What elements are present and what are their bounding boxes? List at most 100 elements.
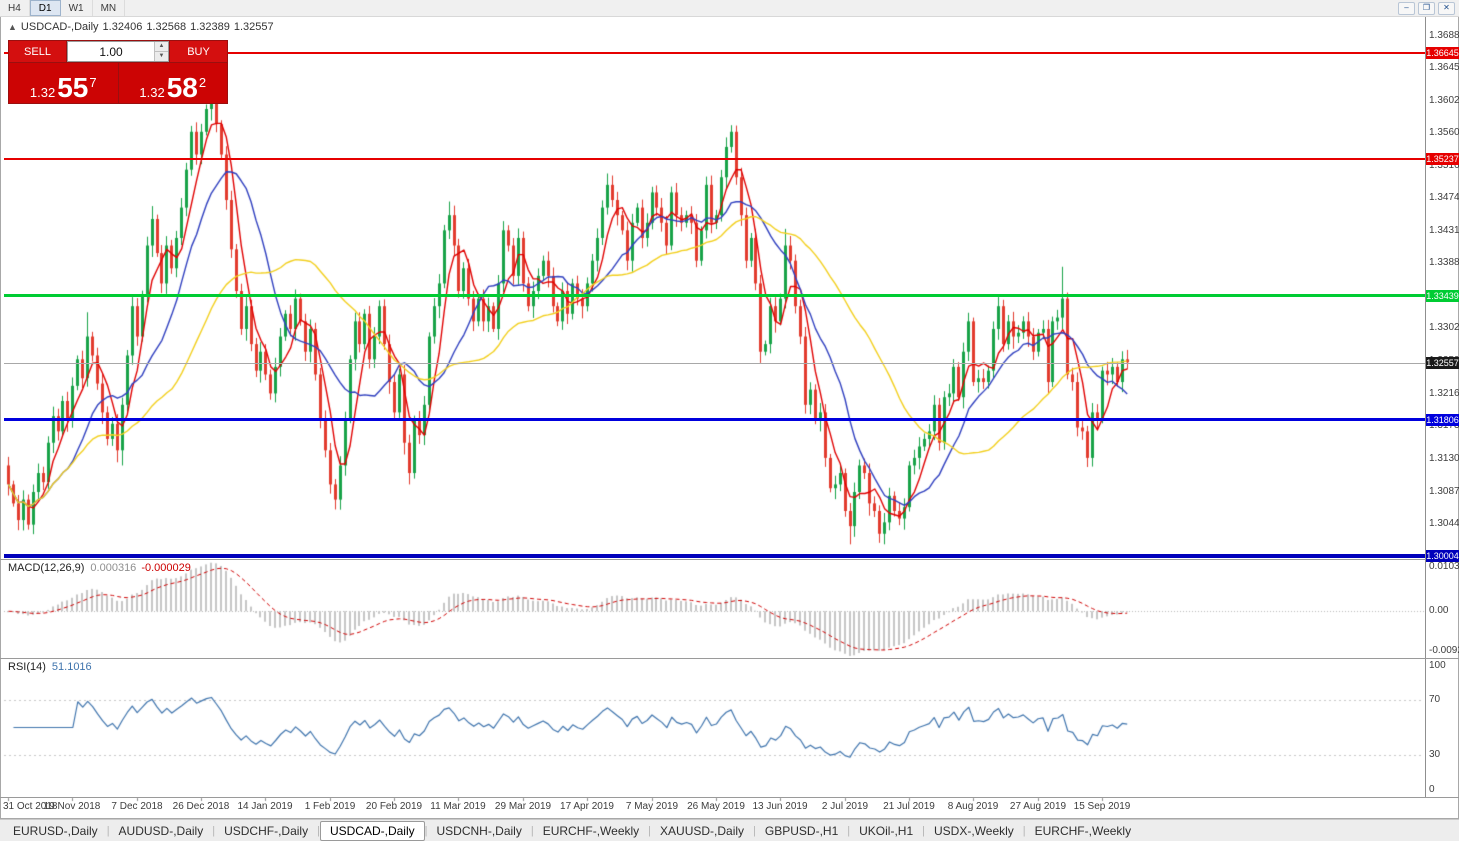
blue-baseline-line-price-tag: 1.30004 <box>1426 550 1459 562</box>
date-label: 26 Dec 2018 <box>172 801 230 812</box>
macd-signal-value: -0.000029 <box>141 562 191 574</box>
green-level-line-price-tag: 1.33439 <box>1426 290 1459 302</box>
resistance-line-upper-price-tag: 1.36645 <box>1426 47 1459 59</box>
price-axis-tick: 1.36880 <box>1429 30 1459 41</box>
current-price-tag: 1.32557 <box>1426 357 1459 369</box>
tab-separator: | <box>317 824 320 837</box>
periodicity-toolbar: H4 D1 W1 MN – ❐ ✕ <box>0 0 1459 17</box>
blue-baseline-line[interactable] <box>4 554 1425 558</box>
price-axis-tick: 1.30440 <box>1429 518 1459 529</box>
timeframe-button-h4[interactable]: H4 <box>0 0 30 16</box>
volume-increase-button[interactable]: ▲ <box>155 42 168 51</box>
close-window-button[interactable]: ✕ <box>1438 1 1455 15</box>
volume-decrease-button[interactable]: ▼ <box>155 51 168 61</box>
price-axis-tick: 1.35160 <box>1429 160 1459 171</box>
price-axis-tick: 1.34310 <box>1429 225 1459 236</box>
date-label: 27 Aug 2019 <box>1009 801 1067 812</box>
window-controls: – ❐ ✕ <box>1398 1 1459 15</box>
chart-tab-audusd-daily[interactable]: AUDUSD-,Daily <box>118 823 204 838</box>
price-axis-tick: 1.33880 <box>1429 257 1459 268</box>
date-label: 20 Feb 2019 <box>365 801 423 812</box>
volume-input[interactable]: 1.00 <box>99 44 123 59</box>
green-level-line[interactable] <box>4 294 1425 297</box>
date-label: 11 Mar 2019 <box>430 801 486 812</box>
restore-window-button[interactable]: ❐ <box>1418 1 1435 15</box>
date-label: 19 Nov 2018 <box>43 801 101 812</box>
pane-splitter-rsi[interactable] <box>0 658 1459 659</box>
ohlc-high: 1.32568 <box>146 21 187 33</box>
rsi-axis-label: 100 <box>1429 660 1446 671</box>
chart-tab-gbpusd-h1[interactable]: GBPUSD-,H1 <box>764 823 839 838</box>
date-label: 21 Jul 2019 <box>883 801 935 812</box>
tab-separator: | <box>847 824 851 837</box>
date-label: 7 May 2019 <box>625 801 679 812</box>
date-axis-separator <box>0 797 1459 798</box>
price-axis-tick: 1.36450 <box>1429 62 1459 73</box>
chart-tab-eurusd-daily[interactable]: EURUSD-,Daily <box>13 823 98 838</box>
chart-tab-ukoil-h1[interactable]: UKOil-,H1 <box>859 823 914 838</box>
chart-tab-xauusd-daily[interactable]: XAUUSD-,Daily <box>660 823 745 838</box>
price-axis-tick: 1.32160 <box>1429 388 1459 399</box>
date-label: 26 May 2019 <box>687 801 745 812</box>
chart-tab-usdchf-daily[interactable]: USDCHF-,Daily <box>224 823 309 838</box>
price-axis-separator <box>1425 16 1426 797</box>
ask-price-big-digits: 58 <box>166 72 198 103</box>
chart-tab-usdcad-daily[interactable]: USDCAD-,Daily <box>319 820 425 841</box>
pane-splitter-macd[interactable] <box>0 559 1459 560</box>
ask-price-sup-digit: 2 <box>198 75 207 90</box>
macd-axis-label: -0.00920 <box>1429 645 1459 656</box>
bid-price-button[interactable]: 1.32 55 7 <box>9 63 118 103</box>
timeframe-button-mn[interactable]: MN <box>93 0 126 16</box>
ohlc-low: 1.32389 <box>190 21 230 33</box>
date-label: 1 Feb 2019 <box>304 801 356 812</box>
chart-tab-bar: EURUSD-,Daily | AUDUSD-,Daily | USDCHF-,Dail… <box>0 819 1459 841</box>
rsi-axis-label: 0 <box>1429 784 1435 795</box>
rsi-axis-label: 70 <box>1429 694 1441 705</box>
bid-price-prefix: 1.32 <box>29 85 56 100</box>
tab-separator: | <box>1022 824 1026 837</box>
macd-axis-label: 0.00 <box>1429 605 1449 616</box>
current-price-line <box>4 363 1425 364</box>
price-axis-tick: 1.36020 <box>1429 95 1459 106</box>
chart-tab-eurchf-weekly[interactable]: EURCHF-,Weekly <box>542 823 640 838</box>
date-label: 8 Aug 2019 <box>947 801 999 812</box>
macd-title: MACD(12,26,9) <box>8 562 85 574</box>
chart-tab-eurchf-weekly[interactable]: EURCHF-,Weekly <box>1034 823 1132 838</box>
macd-indicator-label: MACD(12,26,9) 0.000316 -0.000029 <box>8 562 191 574</box>
volume-spinner: ▲ ▼ <box>154 42 168 61</box>
buy-button[interactable]: BUY <box>170 41 227 62</box>
price-axis-tick: 1.34740 <box>1429 192 1459 203</box>
date-label: 29 Mar 2019 <box>494 801 552 812</box>
chart-ohlc-header: ▲ USDCAD-,Daily 1.32406 1.32568 1.32389 1.325… <box>8 21 278 33</box>
blue-support-line[interactable] <box>4 418 1425 421</box>
minimize-window-button[interactable]: – <box>1398 1 1415 15</box>
date-label: 31 Oct 2018 <box>3 801 58 812</box>
date-label: 2 Jul 2019 <box>821 801 869 812</box>
one-click-collapse-icon[interactable]: ▲ <box>8 22 17 32</box>
ohlc-open: 1.32406 <box>102 21 143 33</box>
date-label: 14 Jan 2019 <box>237 801 293 812</box>
resistance-line-lower[interactable] <box>4 158 1425 160</box>
timeframe-button-w1[interactable]: W1 <box>61 0 93 16</box>
tab-separator: | <box>922 824 925 837</box>
rsi-axis-label: 30 <box>1429 749 1441 760</box>
chart-tab-usdcnh-daily[interactable]: USDCNH-,Daily <box>436 823 522 838</box>
ask-price-prefix: 1.32 <box>139 85 165 100</box>
sell-button[interactable]: SELL <box>9 41 66 62</box>
price-axis-tick: 1.35600 <box>1429 127 1459 138</box>
tab-separator: | <box>753 824 756 837</box>
price-axis-tick: 1.33020 <box>1429 322 1459 333</box>
date-label: 7 Dec 2018 <box>111 801 163 812</box>
ask-price-button[interactable]: 1.32 58 2 <box>118 63 227 103</box>
volume-field: 1.00 ▲ ▼ <box>67 41 169 62</box>
chart-tab-usdx-weekly[interactable]: USDX-,Weekly <box>933 823 1014 838</box>
date-label: 17 Apr 2019 <box>560 801 614 812</box>
resistance-line-upper[interactable] <box>4 52 1425 54</box>
blue-support-line-price-tag: 1.31806 <box>1426 414 1459 426</box>
tab-separator: | <box>106 824 110 837</box>
price-axis-tick: 1.31300 <box>1429 453 1459 464</box>
timeframe-button-group: H4 D1 W1 MN <box>0 0 126 16</box>
tab-separator: | <box>212 824 216 837</box>
date-label: 13 Jun 2019 <box>752 801 808 812</box>
timeframe-button-d1[interactable]: D1 <box>29 0 61 16</box>
